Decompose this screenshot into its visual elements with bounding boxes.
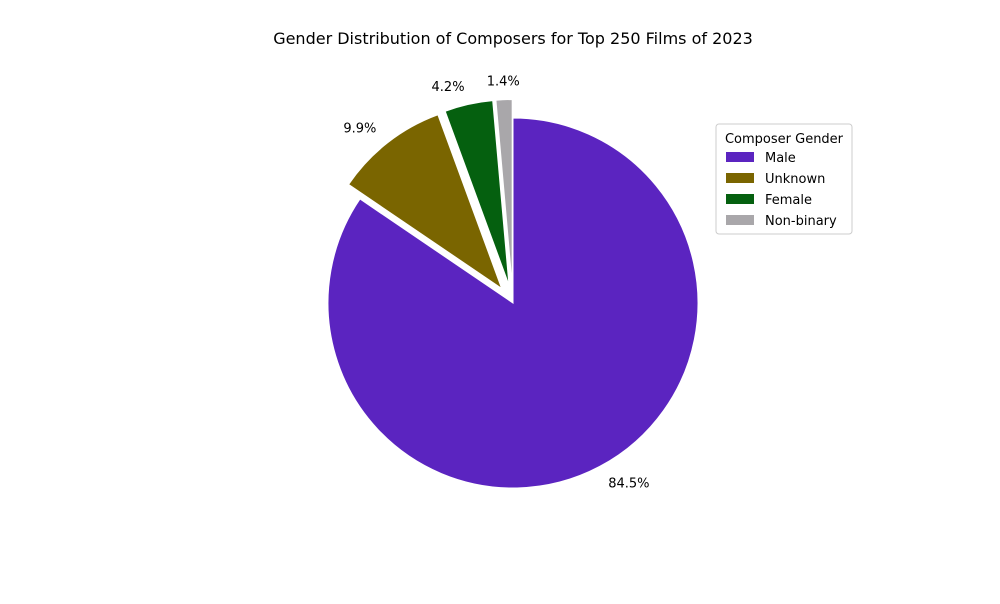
legend-swatch-female bbox=[726, 194, 754, 204]
legend: Composer Gender Male Unknown Female Non-bin… bbox=[715, 123, 853, 235]
legend-entries: Male Unknown Female Non-binary bbox=[726, 151, 837, 229]
pie-label-unknown: 9.9% bbox=[343, 122, 376, 137]
legend-frame bbox=[715, 123, 853, 235]
legend-label-male: Male bbox=[765, 151, 796, 166]
pie-percent-labels: 84.5% 9.9% 4.2% 1.4% bbox=[343, 75, 649, 492]
legend-label-non-binary: Non-binary bbox=[765, 214, 837, 229]
pie-slice-male bbox=[327, 117, 699, 489]
pie-slice-unknown bbox=[347, 114, 503, 290]
pie-label-male: 84.5% bbox=[608, 476, 649, 491]
legend-swatch-male bbox=[726, 152, 754, 162]
pie-label-female: 4.2% bbox=[432, 80, 465, 95]
chart-title: Gender Distribution of Composers for Top… bbox=[273, 29, 753, 48]
pie-slice-non-binary bbox=[495, 99, 513, 285]
pie-slices bbox=[327, 99, 699, 489]
legend-swatch-unknown bbox=[726, 173, 754, 183]
legend-swatch-non-binary bbox=[726, 215, 754, 225]
legend-title: Composer Gender bbox=[725, 132, 844, 147]
legend-label-unknown: Unknown bbox=[765, 172, 825, 187]
pie-slice-female bbox=[444, 100, 510, 286]
pie-label-non-binary: 1.4% bbox=[487, 75, 520, 90]
legend-label-female: Female bbox=[765, 193, 812, 208]
